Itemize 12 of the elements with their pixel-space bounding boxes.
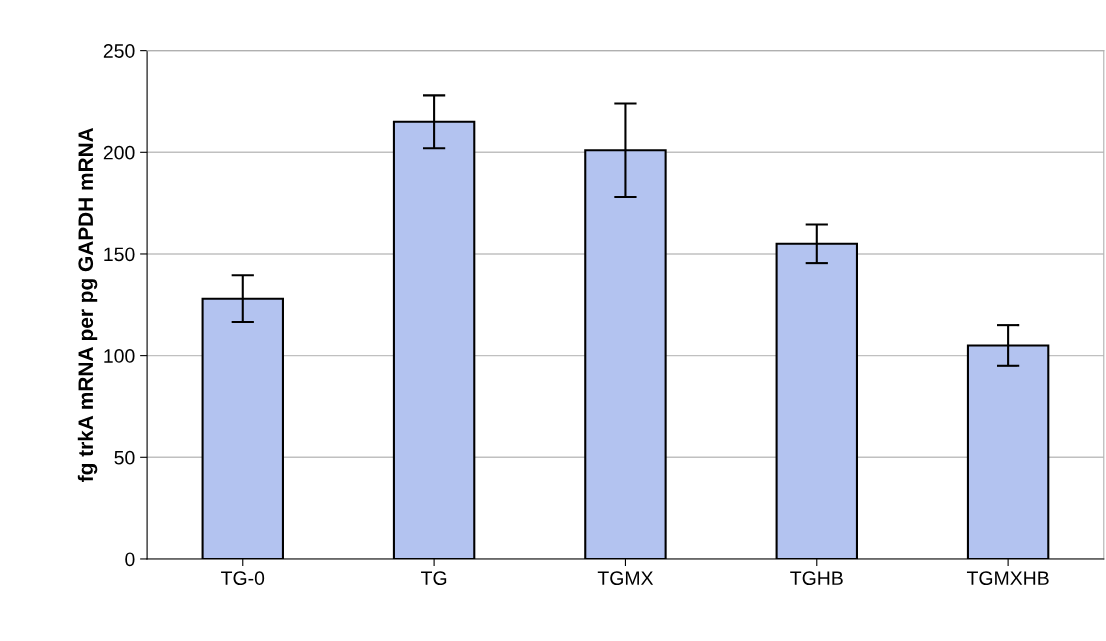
y-tick-label: 100: [104, 349, 135, 363]
y-tick-label: 250: [103, 44, 135, 58]
y-tick-label: 0: [125, 552, 135, 567]
x-tick-label: TGHB: [790, 571, 843, 586]
y-axis-title: fg trkA mRNA per pg GAPDH mRNA: [77, 127, 98, 482]
x-tick-label: TGMXHB: [966, 571, 1049, 586]
y-tick-label: 50: [114, 450, 135, 465]
y-tick-label: 200: [103, 145, 135, 160]
y-tick-label: 150: [104, 247, 135, 262]
x-tick-label: TGMX: [597, 571, 654, 586]
x-tick-label: TG-0: [221, 571, 265, 586]
x-tick-label: TG: [421, 571, 447, 586]
